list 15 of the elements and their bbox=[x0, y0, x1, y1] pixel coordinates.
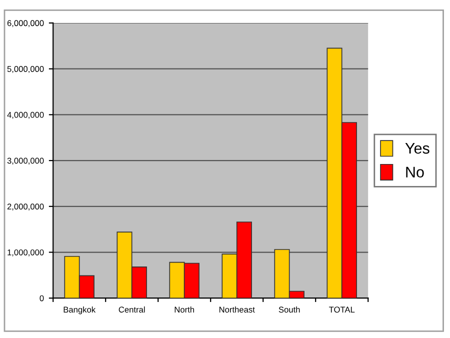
legend-label: Yes bbox=[405, 143, 430, 154]
y-tick-label: 6,000,000 bbox=[7, 20, 44, 28]
x-tick-label: TOTAL bbox=[328, 306, 355, 313]
x-tick-label: Bangkok bbox=[64, 306, 96, 314]
y-tick-label: 5,000,000 bbox=[7, 66, 44, 73]
x-tick-label: South bbox=[278, 306, 300, 313]
y-tick-label: 4,000,000 bbox=[7, 112, 44, 119]
x-tick-label: North bbox=[174, 306, 194, 313]
y-tick-label: 1,000,000 bbox=[8, 249, 44, 256]
legend-label: No bbox=[406, 166, 424, 178]
y-tick-label: 2,000,000 bbox=[7, 204, 44, 210]
x-tick-label: Northeast bbox=[219, 306, 255, 313]
x-tick-label: Central bbox=[118, 306, 145, 313]
y-tick-label: 0 bbox=[40, 295, 44, 302]
y-tick-label: 3,000,000 bbox=[7, 158, 44, 165]
